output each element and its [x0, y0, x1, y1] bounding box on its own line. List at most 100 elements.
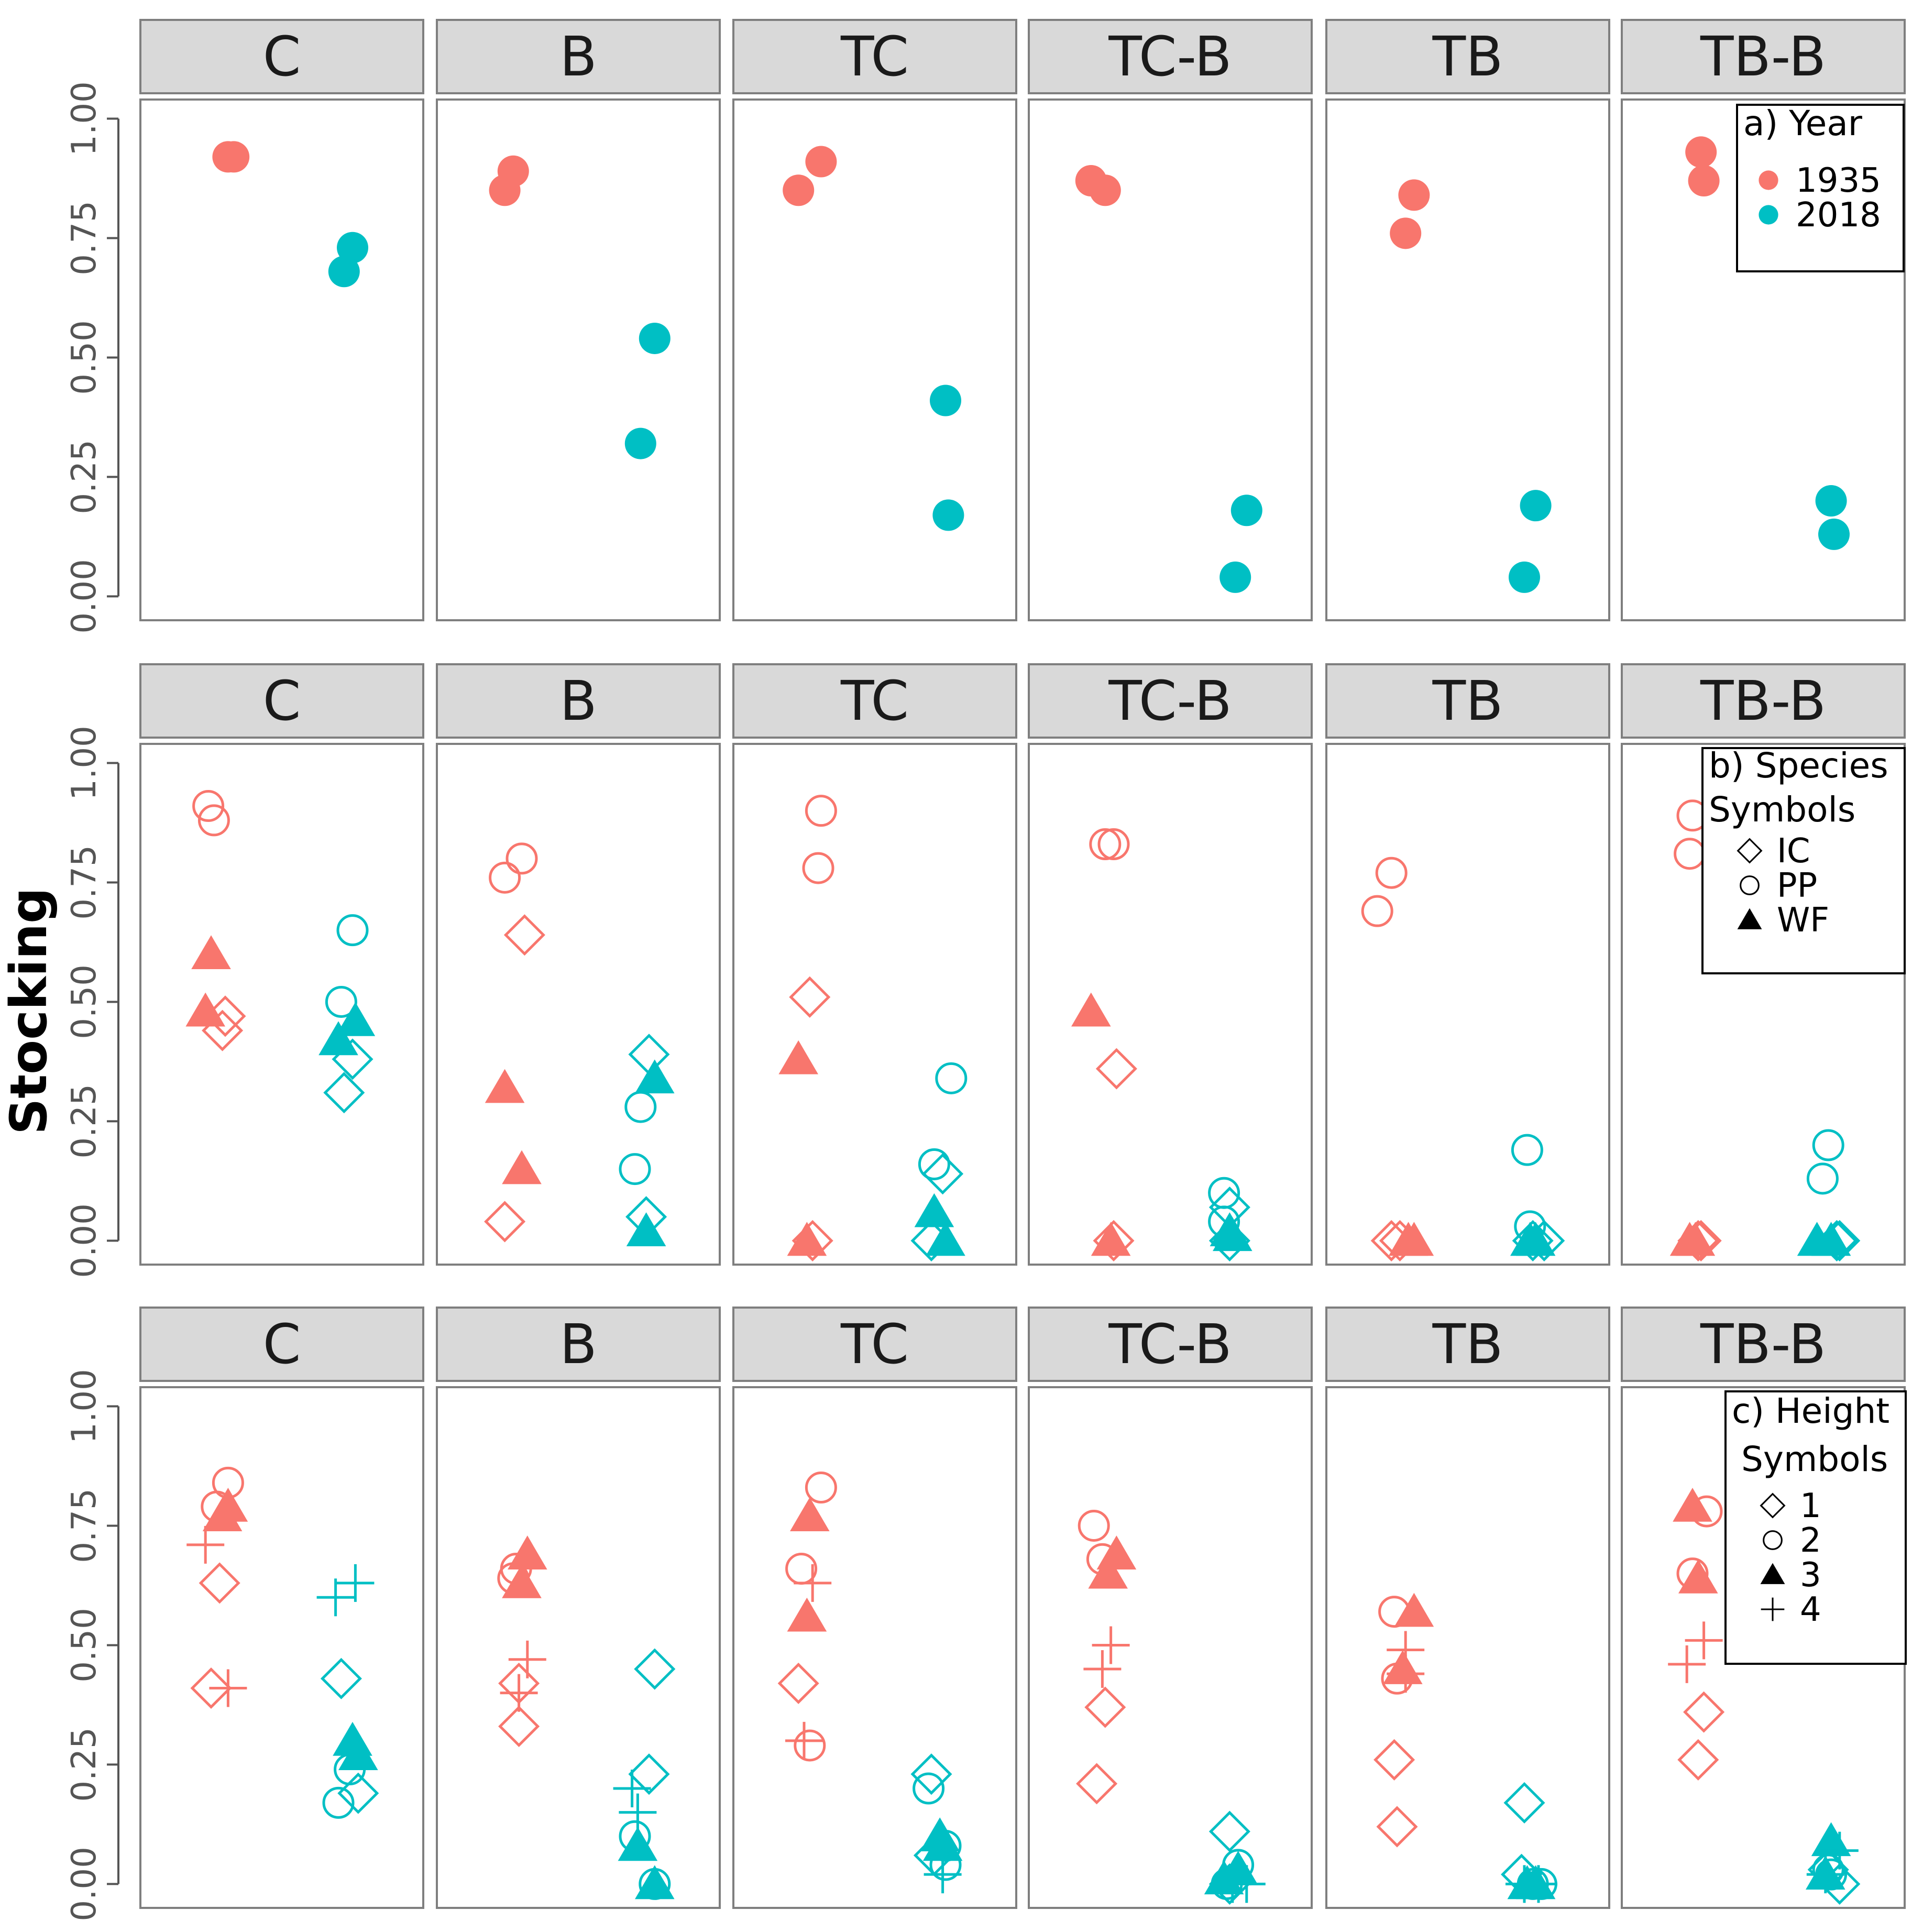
y-tick-label: 0.25 — [65, 1084, 104, 1159]
point-1935-ic — [204, 995, 246, 1037]
panel-tc-row-2: TC — [732, 663, 1017, 1266]
legend-key — [1740, 875, 1760, 895]
point-1935-2 — [1078, 1509, 1110, 1542]
point-1935-4 — [1083, 1650, 1122, 1688]
plot-frame — [1325, 743, 1610, 1266]
point-2018-2 — [322, 1786, 355, 1819]
point-1935-4 — [1668, 1645, 1706, 1683]
point-1935-ic — [1093, 1220, 1135, 1261]
point-1935 — [489, 174, 521, 206]
facet-strip-label: TC — [840, 1312, 909, 1376]
legend-title: a) Year — [1743, 103, 1863, 144]
point-1935 — [805, 146, 837, 178]
point-2018 — [1520, 490, 1552, 522]
facet-strip-label: B — [559, 1312, 597, 1376]
legend-key — [1763, 1530, 1783, 1550]
point-1935-ic — [484, 1201, 526, 1243]
point-2018 — [1815, 485, 1847, 517]
legend-key — [1760, 1563, 1785, 1584]
point-1935-4 — [794, 1564, 832, 1602]
legend-key — [1759, 205, 1778, 225]
point-1935-pp — [1361, 895, 1393, 927]
y-tick-label: 0.00 — [65, 1203, 104, 1278]
facet-strip-label: TB — [1432, 669, 1503, 733]
panel-c-row-3: C — [139, 1307, 424, 1909]
point-1935-wf — [787, 1222, 827, 1256]
legend-subtitle: Symbols — [1741, 1439, 1888, 1479]
facet-strip — [1621, 663, 1906, 739]
legend-box — [1724, 1390, 1907, 1665]
point-1935-1 — [1376, 1806, 1418, 1848]
point-2018-ic — [323, 1072, 365, 1114]
point-1935 — [1390, 217, 1422, 249]
panel-tb-row-2: TB — [1325, 663, 1610, 1266]
legend-key — [1761, 1597, 1785, 1621]
facet-strip — [139, 1307, 424, 1382]
legend-key — [1737, 908, 1762, 929]
point-2018-wf — [335, 1002, 376, 1036]
point-2018-wf — [914, 1193, 954, 1227]
point-1935-3 — [1088, 1554, 1128, 1589]
point-1935-1 — [498, 1705, 540, 1748]
legend-label-1935: 1935 — [1796, 161, 1881, 200]
point-1935-wf — [191, 935, 231, 970]
plot-frame — [1325, 98, 1610, 621]
point-1935 — [783, 174, 815, 206]
panel-tb-row-1: TB — [1325, 19, 1610, 621]
facet-strip — [732, 19, 1017, 94]
point-2018-pp — [935, 1062, 968, 1094]
plot-frame — [732, 743, 1017, 1266]
point-2018 — [1230, 495, 1262, 526]
point-1935-wf — [1071, 992, 1111, 1027]
point-1935-3 — [508, 1535, 547, 1569]
legend-label-1: 1 — [1800, 1487, 1821, 1525]
facet-strip-label: TC — [840, 25, 909, 89]
plot-frame — [436, 98, 721, 621]
facet-strip-label: C — [263, 25, 301, 89]
row-2-facets: 0.00 0.25 0.50 0.75 1.00 C B TC TC-B TB TB-B b) Spe… — [65, 663, 1906, 1278]
point-1935-pp — [489, 861, 521, 894]
y-tick-label: 0.50 — [65, 1608, 104, 1683]
point-2018 — [930, 385, 961, 416]
point-1935-1 — [1677, 1739, 1719, 1781]
y-axis-row-3: 0.00 0.25 0.50 0.75 1.00 — [65, 1369, 119, 1922]
panel-tc-row-3: TC — [732, 1307, 1017, 1909]
plot-frame — [732, 98, 1017, 621]
plot-frame — [732, 1386, 1017, 1909]
plot-frame — [1028, 98, 1313, 621]
point-1935-ic — [503, 914, 545, 956]
facet-strip-label: TB — [1432, 1312, 1503, 1376]
panel-b-row-1: B — [436, 19, 721, 621]
point-2018-4 — [316, 1578, 355, 1617]
facet-strip-label: C — [263, 669, 301, 733]
point-2018-4 — [336, 1564, 375, 1602]
point-1935-pp — [1375, 857, 1408, 889]
facet-strip-label: C — [263, 1312, 301, 1376]
point-1935-4 — [186, 1525, 225, 1564]
panel-tc-row-1: TC — [732, 19, 1017, 621]
point-2018-wf — [926, 1222, 965, 1256]
facet-strip — [436, 663, 721, 739]
y-axis-row-1: 0.00 0.25 0.50 0.75 1.00 — [65, 81, 119, 634]
plot-frame — [139, 743, 424, 1266]
point-1935-wf — [502, 1150, 542, 1184]
point-1935-3 — [790, 1497, 830, 1532]
point-2018-wf — [1515, 1222, 1556, 1256]
facet-strip — [436, 19, 721, 94]
point-2018-4 — [1227, 1865, 1266, 1903]
legend-marker-ic — [1737, 838, 1763, 864]
point-1935 — [1685, 136, 1717, 168]
y-tick-label: 0.25 — [65, 1727, 104, 1802]
legend-subtitle: Symbols — [1709, 789, 1855, 830]
point-1935-ic — [1677, 1220, 1719, 1261]
point-2018-2 — [913, 1772, 945, 1805]
legend-label-4: 4 — [1800, 1590, 1821, 1629]
legend-key — [1737, 838, 1763, 864]
facet-strip-label: TC-B — [1108, 1312, 1232, 1376]
point-1935-ic — [1095, 1048, 1137, 1090]
point-1935-4 — [209, 1669, 247, 1707]
point-2018-pp — [1812, 1129, 1844, 1161]
point-2018-1 — [634, 1648, 676, 1690]
